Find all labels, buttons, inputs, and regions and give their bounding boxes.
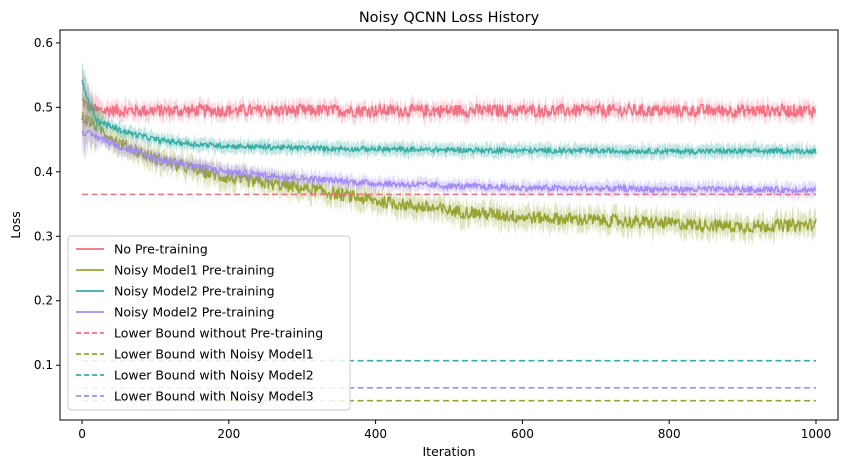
y-axis: 0.1 0.2 0.3 0.4 0.5 0.6	[34, 36, 60, 372]
series-4-line	[81, 128, 817, 196]
legend-label-4: Noisy Model2 Pre-training	[114, 305, 275, 320]
x-tick-label-800: 800	[658, 427, 681, 441]
legend-label-7: Lower Bound with Noisy Model2	[114, 368, 314, 383]
legend: No Pre-training Noisy Model1 Pre-training…	[67, 235, 351, 411]
plot-frame	[59, 29, 839, 421]
legend-label-3: Noisy Model2 Pre-training	[114, 284, 275, 299]
y-axis-title: Loss	[8, 211, 23, 238]
legend-label-6: Lower Bound with Noisy Model1	[114, 347, 314, 362]
legend-label-2: Noisy Model1 Pre-training	[114, 263, 275, 278]
series-1-line	[81, 98, 817, 120]
series-1-band	[82, 68, 816, 136]
x-axis-title: Iteration	[422, 444, 475, 459]
y-tick-label-0.1: 0.1	[34, 358, 53, 372]
legend-box	[67, 235, 351, 411]
x-tick-label-400: 400	[364, 427, 387, 441]
x-tick-label-200: 200	[217, 427, 240, 441]
series-2-line	[81, 112, 817, 236]
legend-label-8: Lower Bound with Noisy Model3	[114, 389, 314, 404]
y-tick-label-0.2: 0.2	[34, 294, 53, 308]
legend-label-1: No Pre-training	[114, 242, 208, 257]
series-4-band	[82, 108, 816, 202]
x-tick-label-1000: 1000	[801, 427, 832, 441]
x-tick-label-600: 600	[511, 427, 534, 441]
y-tick-label-0.6: 0.6	[34, 36, 53, 50]
x-axis: 0 200 400 600 800 1000	[78, 420, 831, 441]
plot-area	[81, 61, 817, 402]
y-tick-label-0.3: 0.3	[34, 229, 53, 243]
y-tick-label-0.5: 0.5	[34, 100, 53, 114]
chart-title: Noisy QCNN Loss History	[359, 10, 540, 26]
series-3-line	[81, 79, 817, 157]
y-tick-label-0.4: 0.4	[34, 165, 53, 179]
x-tick-label-0: 0	[78, 427, 86, 441]
legend-label-5: Lower Bound without Pre-training	[114, 326, 323, 341]
